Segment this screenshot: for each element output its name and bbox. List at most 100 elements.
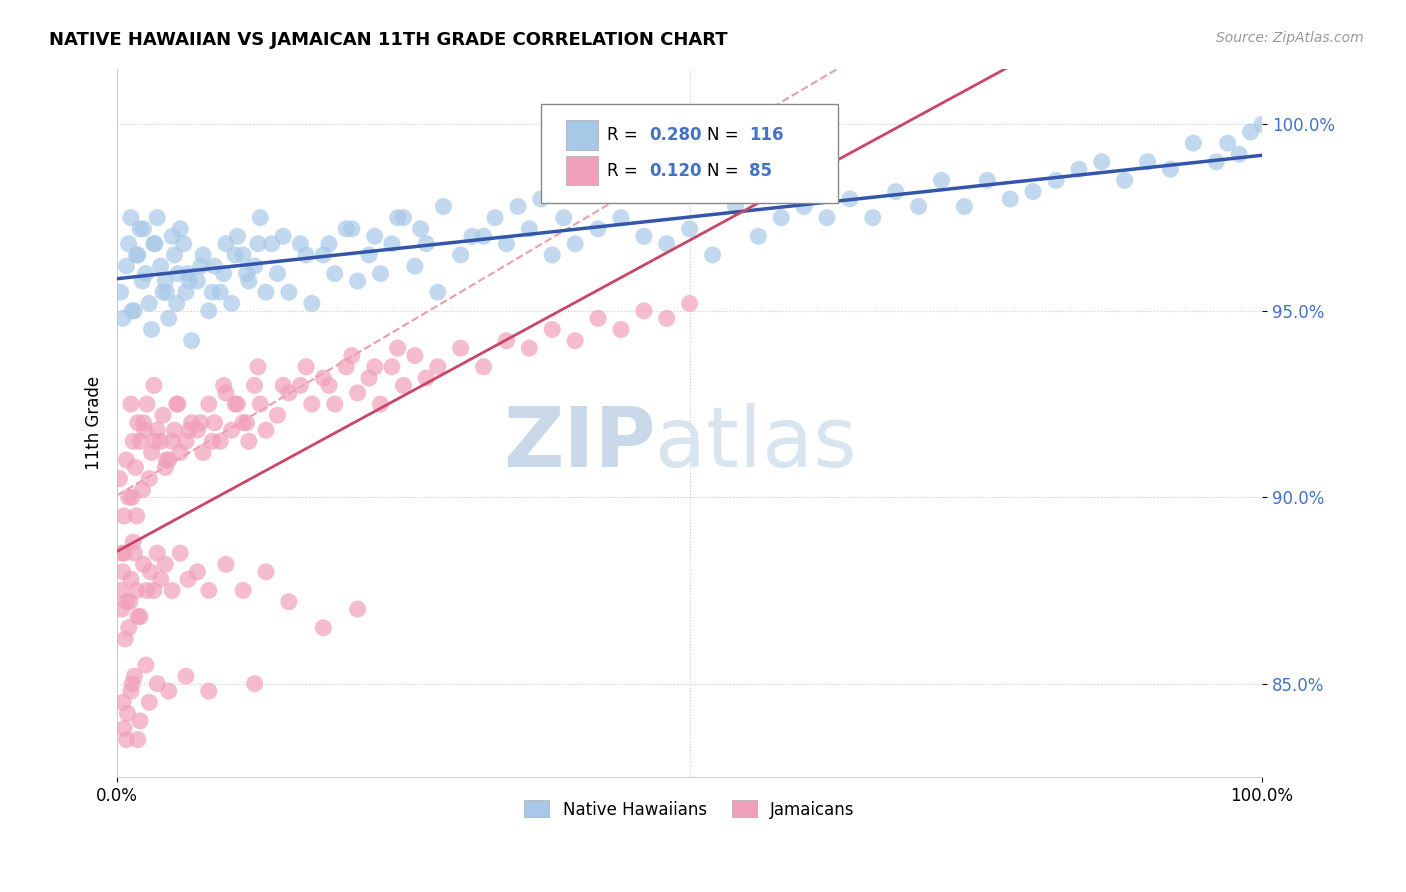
Point — [884, 185, 907, 199]
Text: R =: R = — [607, 161, 643, 179]
Point — [201, 285, 224, 300]
Point — [204, 259, 226, 273]
Point — [254, 565, 277, 579]
Point — [1067, 162, 1090, 177]
Point — [115, 732, 138, 747]
Point — [495, 334, 517, 348]
Point — [364, 359, 387, 374]
Point — [517, 222, 540, 236]
Point — [111, 602, 134, 616]
Point — [335, 222, 357, 236]
Point — [163, 423, 186, 437]
Point — [134, 423, 156, 437]
Point — [247, 359, 270, 374]
Text: atlas: atlas — [655, 403, 858, 484]
Point — [110, 583, 132, 598]
Point — [340, 222, 363, 236]
Point — [553, 211, 575, 225]
Point — [564, 334, 586, 348]
Point — [226, 397, 249, 411]
Point — [387, 341, 409, 355]
Point — [117, 621, 139, 635]
Point — [179, 423, 201, 437]
Point — [370, 267, 392, 281]
Point — [111, 311, 134, 326]
Point — [295, 248, 318, 262]
Point — [249, 397, 271, 411]
Point — [212, 267, 235, 281]
Point — [301, 397, 323, 411]
Text: N =: N = — [707, 126, 744, 145]
Bar — [567, 120, 598, 150]
Point — [146, 423, 169, 437]
Point — [149, 434, 172, 449]
Point — [124, 546, 146, 560]
Point — [678, 222, 700, 236]
Point — [226, 229, 249, 244]
Point — [191, 445, 214, 459]
Point — [141, 322, 163, 336]
Point — [238, 274, 260, 288]
Point — [120, 397, 142, 411]
Point — [215, 236, 238, 251]
Point — [392, 211, 415, 225]
Point — [495, 236, 517, 251]
Point — [129, 714, 152, 728]
Point — [166, 296, 188, 310]
Point — [121, 490, 143, 504]
Point — [415, 371, 437, 385]
Point — [117, 490, 139, 504]
Point — [266, 267, 288, 281]
Point — [221, 423, 243, 437]
Point — [112, 546, 135, 560]
Point — [124, 303, 146, 318]
Point — [157, 453, 180, 467]
Point — [1091, 154, 1114, 169]
Point — [160, 583, 183, 598]
Point — [135, 658, 157, 673]
Point — [323, 267, 346, 281]
Point — [364, 229, 387, 244]
Point — [1159, 162, 1181, 177]
Point — [357, 248, 380, 262]
Point — [238, 434, 260, 449]
Point — [318, 378, 340, 392]
Point — [131, 483, 153, 497]
Point — [146, 546, 169, 560]
Point — [340, 349, 363, 363]
Point — [770, 211, 793, 225]
Point — [138, 472, 160, 486]
Point — [301, 296, 323, 310]
Point — [346, 385, 368, 400]
Point — [125, 583, 148, 598]
Point — [633, 229, 655, 244]
Point — [277, 385, 299, 400]
Point — [793, 199, 815, 213]
Point — [124, 460, 146, 475]
Point — [472, 229, 495, 244]
Point — [530, 192, 553, 206]
Point — [432, 199, 454, 213]
Text: N =: N = — [707, 161, 744, 179]
Point — [125, 248, 148, 262]
Point — [1227, 147, 1250, 161]
Point — [1251, 118, 1274, 132]
Point — [114, 632, 136, 646]
Point — [166, 397, 188, 411]
Point — [1216, 136, 1239, 150]
Point — [169, 546, 191, 560]
Point — [131, 274, 153, 288]
Point — [976, 173, 998, 187]
Point — [121, 676, 143, 690]
Point — [517, 341, 540, 355]
Point — [415, 236, 437, 251]
Point — [450, 341, 472, 355]
Point — [243, 259, 266, 273]
Point — [155, 274, 177, 288]
Point — [610, 322, 633, 336]
Point — [1136, 154, 1159, 169]
Point — [346, 274, 368, 288]
Point — [541, 322, 564, 336]
Text: 85: 85 — [749, 161, 772, 179]
Point — [127, 609, 149, 624]
